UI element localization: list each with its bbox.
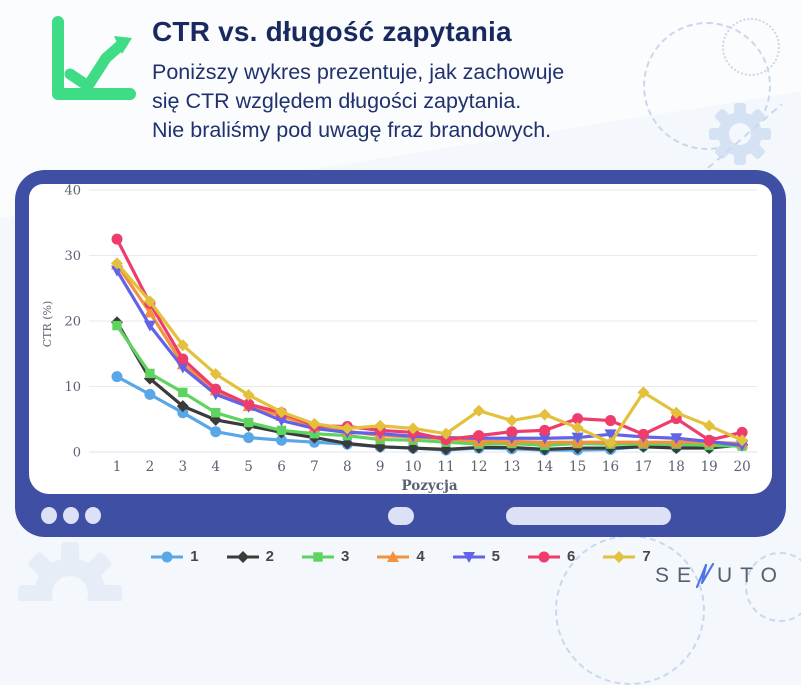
legend-marker-circle-icon	[151, 551, 184, 562]
frame-dot-3	[85, 507, 101, 524]
legend-marker-triangle-down-icon	[452, 551, 485, 563]
svg-text:1: 1	[113, 459, 122, 475]
chart-panel: 0 10 20 30 40 1 2 3 4 5 6 7 8 9 10 11 12 13 14 15 16 17 18 19 20…	[29, 184, 772, 494]
gear-icon-bottom	[18, 542, 122, 601]
subtitle-line-3: Nie braliśmy pod uwagę fraz brandowych.	[152, 118, 552, 142]
legend-item-3[interactable]: 3	[301, 548, 349, 565]
legend-label: 2	[265, 548, 274, 565]
svg-text:4: 4	[211, 459, 220, 475]
svg-text:9: 9	[376, 459, 385, 475]
svg-text:20: 20	[64, 315, 81, 330]
logo-suffix: UTO	[717, 564, 785, 587]
legend-marker-diamond-icon	[603, 550, 636, 563]
legend-label: 7	[642, 548, 651, 565]
svg-text:19: 19	[701, 459, 718, 475]
svg-text:15: 15	[569, 459, 586, 475]
svg-text:3: 3	[179, 459, 188, 475]
legend-item-2[interactable]: 2	[226, 548, 274, 565]
dashed-circle-decoration	[643, 22, 771, 150]
legend-item-1[interactable]: 1	[150, 548, 199, 565]
svg-text:17: 17	[635, 459, 652, 475]
svg-text:40: 40	[64, 184, 81, 199]
legend-label: 3	[340, 548, 350, 565]
svg-text:18: 18	[668, 459, 685, 475]
logo-prefix: SE	[655, 564, 700, 587]
frame-dot-2	[63, 507, 79, 524]
page-title: CTR vs. długość zapytania	[152, 16, 512, 47]
legend-label: 6	[567, 548, 576, 565]
legend-label: 4	[416, 548, 425, 565]
chart-legend: 1 2 3 4 5 6 7	[0, 548, 801, 565]
svg-text:10: 10	[405, 459, 422, 475]
svg-text:10: 10	[64, 380, 81, 395]
svg-text:30: 30	[64, 249, 81, 264]
svg-text:8: 8	[343, 459, 352, 475]
legend-item-6[interactable]: 6	[527, 548, 575, 565]
svg-text:20: 20	[734, 459, 751, 475]
legend-marker-circle-icon	[528, 551, 561, 562]
frame-pill-large	[506, 507, 671, 525]
subtitle-line-2: się CTR względem długości zapytania.	[152, 89, 522, 113]
svg-text:CTR (%): CTR (%)	[41, 301, 54, 348]
svg-text:12: 12	[470, 459, 487, 475]
svg-text:16: 16	[602, 459, 619, 475]
legend-label: 5	[491, 548, 501, 565]
svg-text:0: 0	[73, 446, 81, 461]
legend-label: 1	[190, 548, 199, 565]
logo-n-icon	[695, 563, 715, 589]
legend-marker-triangle-up-icon	[377, 550, 410, 562]
svg-text:2: 2	[146, 459, 155, 475]
senuto-logo: SE UTO	[655, 563, 785, 589]
dotted-circle-decoration	[722, 18, 780, 76]
legend-item-7[interactable]: 7	[602, 548, 651, 565]
frame-pill-small	[388, 507, 414, 525]
legend-marker-square-icon	[301, 551, 334, 562]
page-subtitle: Poniższy wykres prezentuje, jak zachowuj…	[152, 58, 564, 145]
frame-dot-1	[41, 507, 57, 524]
svg-text:14: 14	[536, 459, 553, 475]
subtitle-line-1: Poniższy wykres prezentuje, jak zachowuj…	[152, 60, 565, 84]
legend-item-5[interactable]: 5	[452, 548, 500, 565]
tablet-frame: 0 10 20 30 40 1 2 3 4 5 6 7 8 9 10 11 12 13 14 15 16 17 18 19 20…	[15, 170, 786, 537]
svg-text:7: 7	[310, 459, 319, 475]
svg-text:Pozycja: Pozycja	[401, 478, 457, 494]
legend-item-4[interactable]: 4	[376, 548, 425, 565]
svg-text:6: 6	[277, 459, 286, 475]
legend-marker-diamond-icon	[226, 550, 259, 563]
chart-icon	[52, 16, 136, 100]
svg-text:13: 13	[503, 459, 520, 475]
gear-icon	[707, 103, 783, 169]
svg-text:11: 11	[437, 459, 454, 475]
svg-text:5: 5	[244, 459, 253, 475]
